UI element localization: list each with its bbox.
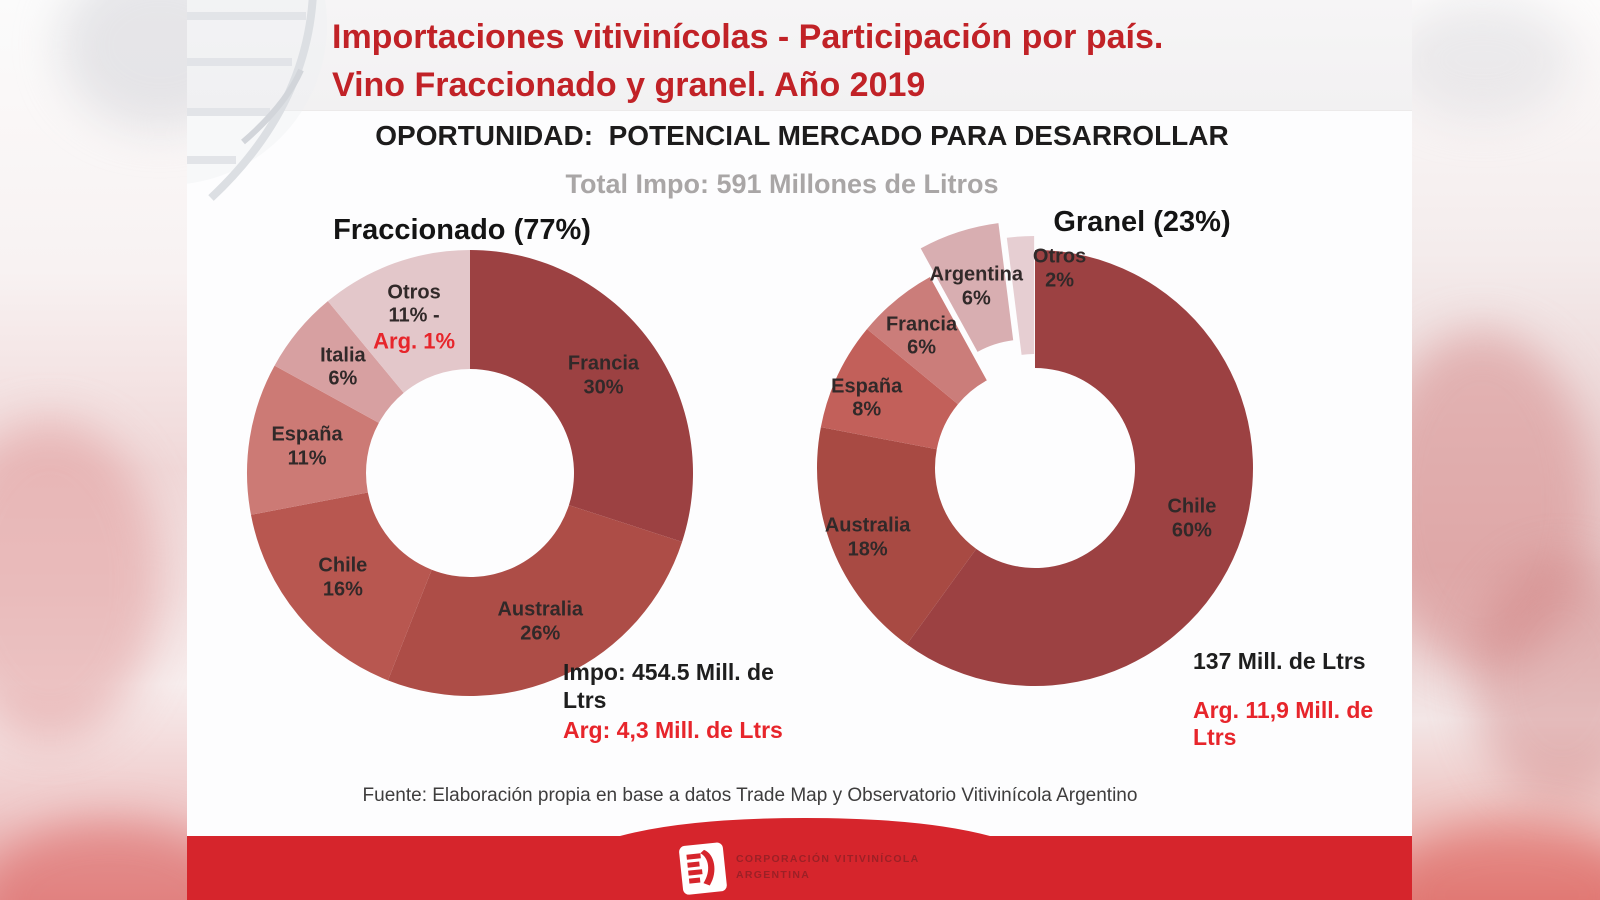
cvi-logo-line1: CORPORACIÓN VITIVINÍCOLA — [736, 853, 920, 865]
slide-title-line2: Vino Fraccionado y granel. Año 2019 — [332, 66, 926, 104]
blurred-right-edge — [1412, 0, 1600, 900]
chart-title-granel: Granel (23%) — [1053, 206, 1231, 238]
title-band — [187, 0, 1412, 111]
fraccionado-note: Impo: 454.5 Mill. de Ltrs Arg: 4,3 Mill.… — [563, 659, 805, 745]
cvi-logo-icon — [679, 842, 727, 895]
fraccionado-impo-note: Impo: 454.5 Mill. de Ltrs — [563, 659, 774, 713]
granel-note: 137 Mill. de Ltrs Arg. 11,9 Mill. de Ltr… — [1193, 648, 1405, 752]
slide-subtitle: OPORTUNIDAD: POTENCIAL MERCADO PARA DESA… — [375, 120, 1229, 151]
total-imports-label: Total Impo: 591 Millones de Litros — [565, 169, 999, 199]
blurred-left-edge — [0, 0, 187, 900]
source-note: Fuente: Elaboración propia en base a dat… — [362, 785, 1138, 806]
chart-title-fraccionado: Fraccionado (77%) — [333, 214, 591, 246]
cvi-logo-text: CORPORACIÓN VITIVINÍCOLA ARGENTINA — [736, 852, 919, 884]
fraccionado-arg-note: Arg: 4,3 Mill. de Ltrs — [563, 717, 783, 744]
cvi-logo-line2: ARGENTINA — [736, 868, 811, 881]
blur-blob — [0, 820, 187, 900]
blur-blob — [1412, 330, 1592, 670]
footer-red-bar — [187, 818, 1412, 900]
globe-watermark-icon — [187, 0, 327, 201]
blur-blob — [1412, 0, 1572, 120]
granel-arg-note: Arg. 11,9 Mill. de Ltrs — [1193, 696, 1374, 751]
blur-blob — [0, 420, 160, 740]
blur-blob — [1412, 820, 1600, 900]
granel-impo-note: 137 Mill. de Ltrs — [1193, 648, 1366, 674]
slide-title-line1: Importaciones vitivinícolas - Participac… — [332, 18, 1164, 56]
blur-blob — [60, 0, 187, 130]
